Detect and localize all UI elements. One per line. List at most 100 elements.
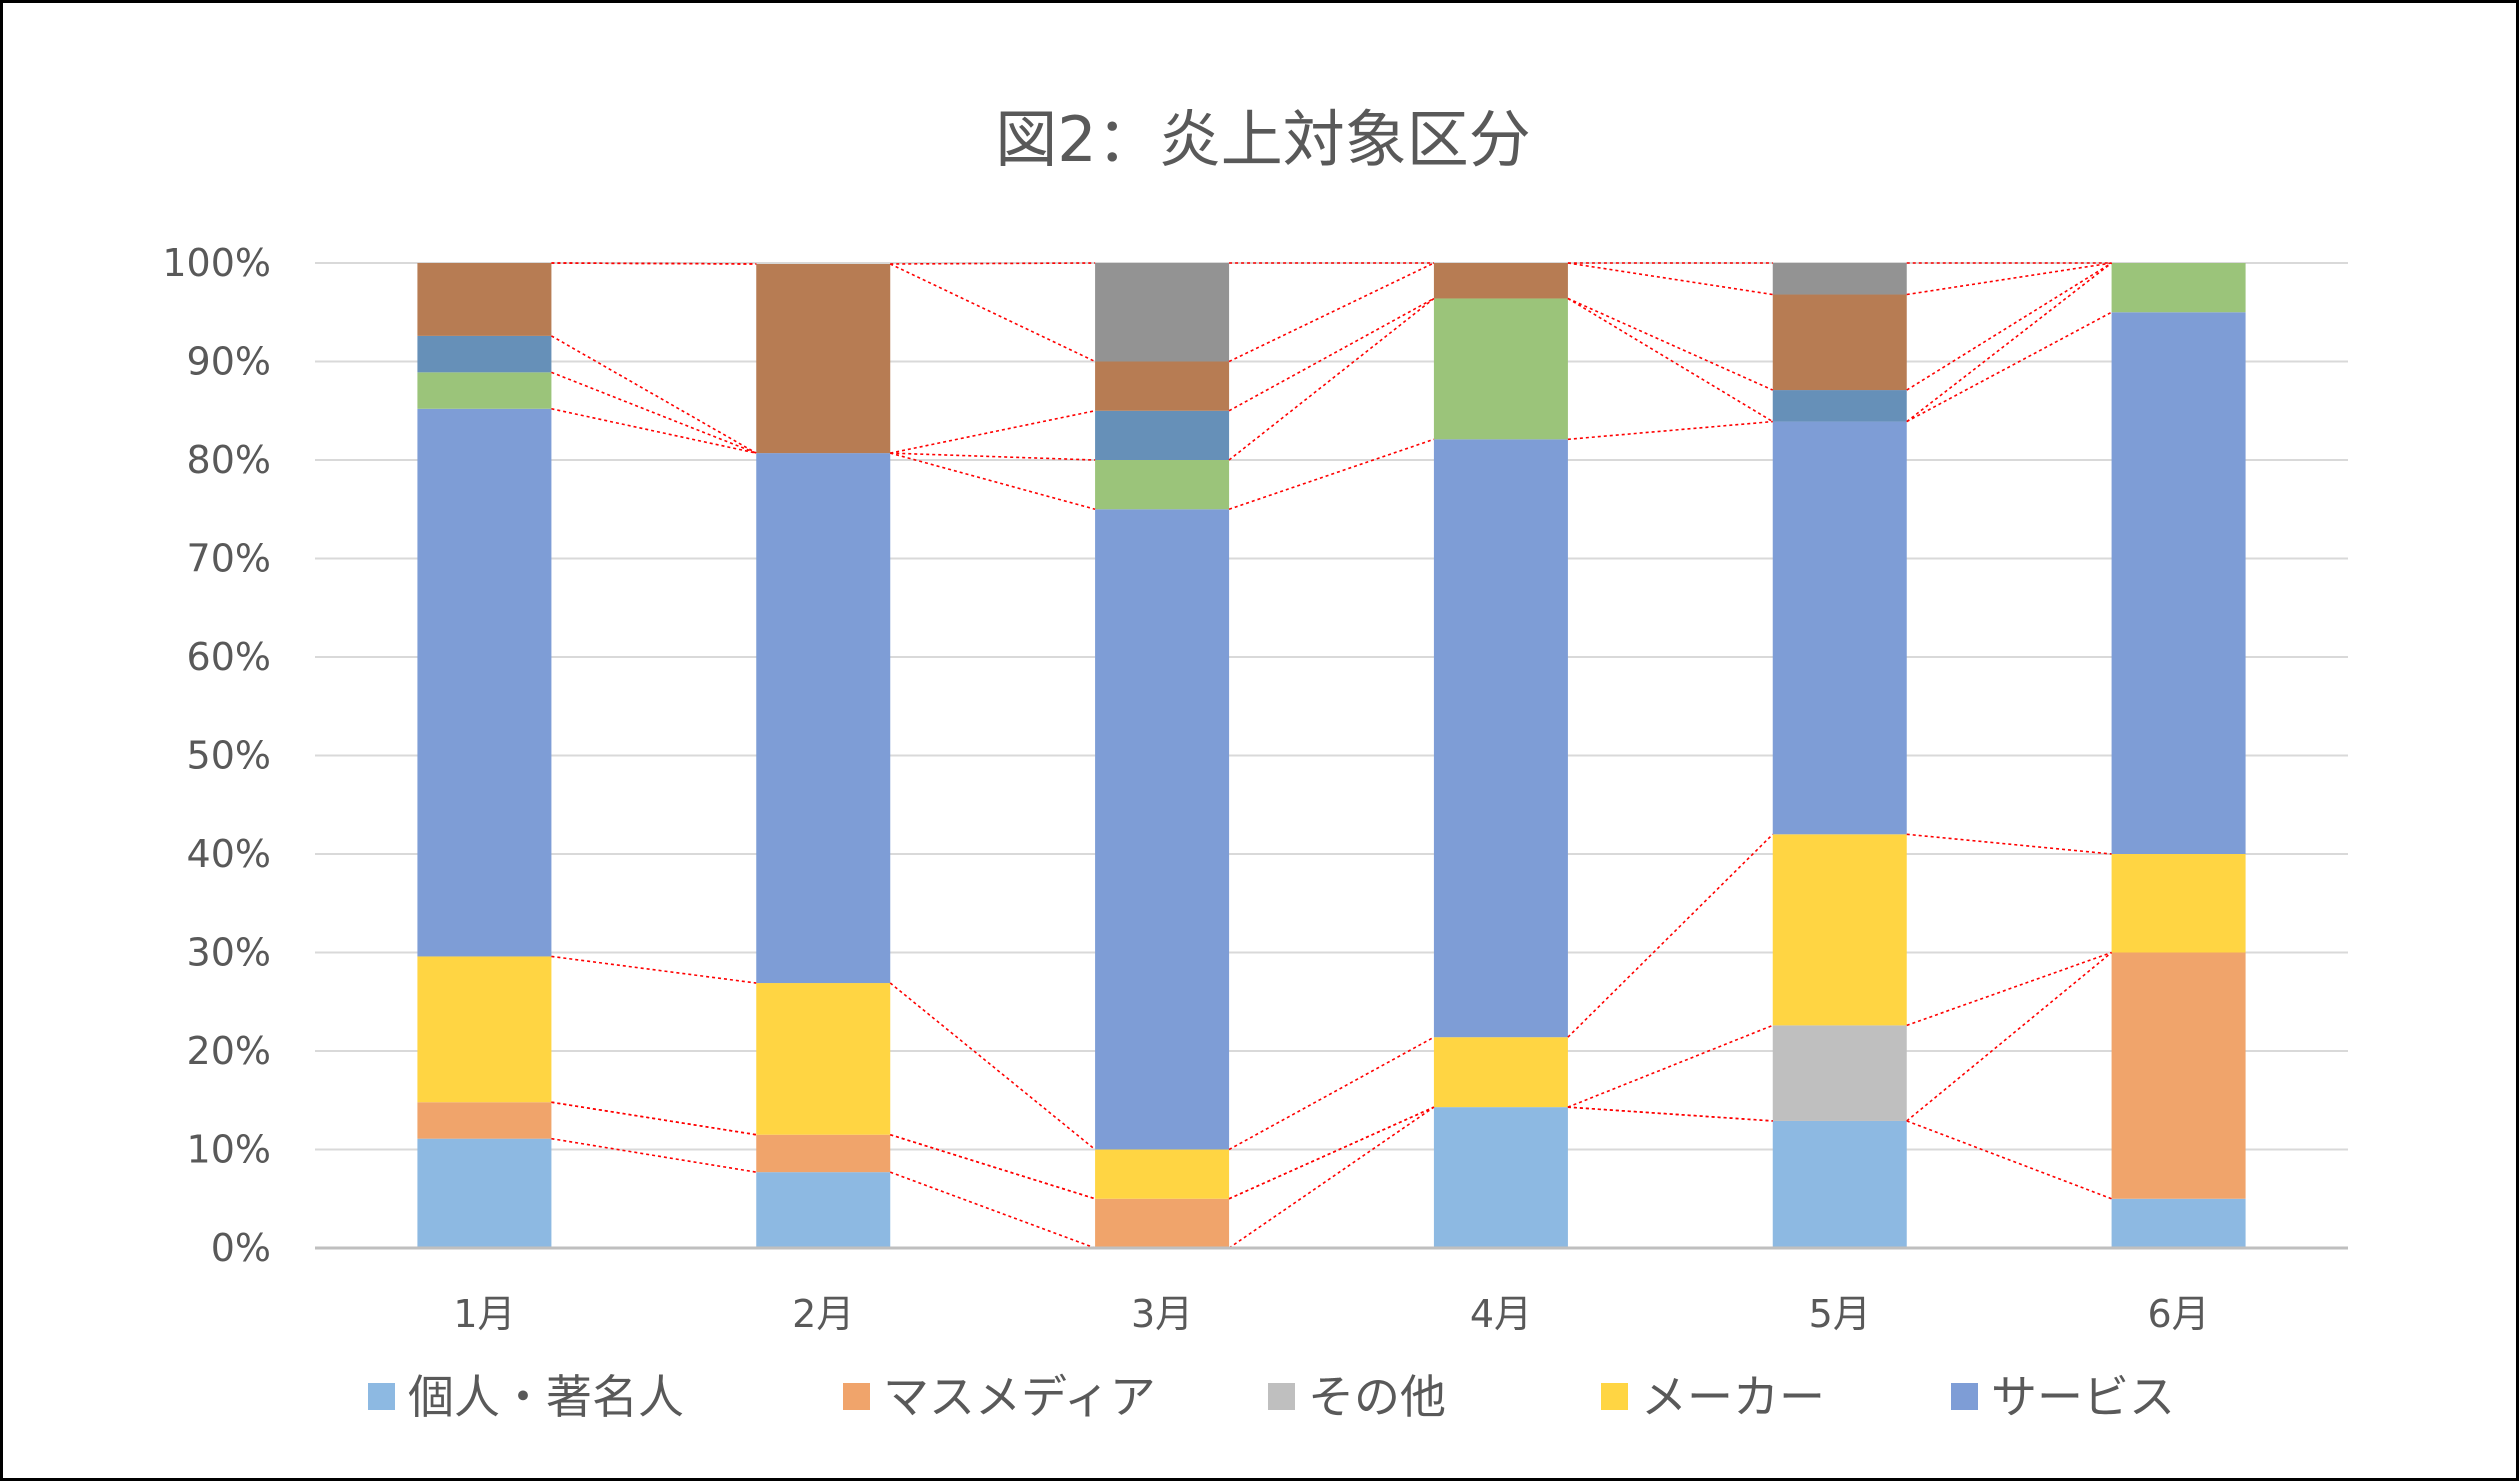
connector-line [551, 1137, 757, 1173]
connector-line [551, 407, 757, 454]
y-tick-label: 30% [187, 931, 271, 975]
chart-svg: 図2：炎上対象区分 0% 10% 20% 30% 40% 50% 60% 70% 80% 90% 1… [162, 103, 2348, 1424]
bar-segment [2111, 263, 2246, 313]
legend-item: その他 [1268, 1370, 1446, 1424]
chart-title: 図2：炎上対象区分 [995, 103, 1530, 176]
x-tick-label: 1月 [453, 1292, 515, 1336]
y-tick-label: 70% [187, 537, 271, 581]
x-tick-label: 2月 [792, 1292, 854, 1336]
bar-segment [417, 372, 552, 409]
bar-segment [1433, 1107, 1568, 1248]
bar-segment [1095, 460, 1230, 510]
bar-segment [756, 1134, 891, 1173]
bar-segment [1095, 1198, 1230, 1248]
connector-line [1906, 951, 2112, 1027]
y-tick-label: 40% [187, 832, 271, 876]
bar-segment [1772, 263, 1907, 295]
bar-segment [417, 408, 552, 957]
connector-line [1567, 833, 1774, 1038]
connector-line [551, 262, 757, 265]
x-axis-ticks: 1月 2月 3月 4月 5月 6月 [453, 1292, 2209, 1336]
connector-line [1228, 297, 1435, 412]
bar-segment [1772, 390, 1907, 422]
y-tick-label: 100% [162, 241, 271, 285]
x-tick-label: 5月 [1809, 1292, 1871, 1336]
connector-line [889, 263, 1096, 363]
connector-line [1567, 297, 1774, 391]
bar-segment [1772, 294, 1907, 391]
connector-line [1906, 833, 2112, 855]
bar-segment [417, 1102, 552, 1139]
connector-line [1906, 311, 2112, 423]
bar-stack [1095, 263, 1230, 1248]
bar-segment [1095, 1149, 1230, 1199]
y-tick-label: 60% [187, 635, 271, 679]
bar-stack [1433, 263, 1568, 1248]
connector-line [1228, 438, 1435, 511]
connector-line [1567, 297, 1774, 423]
y-tick-label: 10% [187, 1128, 271, 1172]
bar-segment [756, 263, 891, 454]
connector-line [890, 409, 1096, 454]
connector-line [1228, 297, 1435, 461]
legend-item: メーカー [1601, 1370, 1825, 1424]
connector-line [1906, 262, 2112, 296]
legend-swatch [1951, 1383, 1978, 1410]
legend-swatch [368, 1383, 395, 1410]
bar-segment [1772, 1120, 1907, 1248]
bar-segment [1433, 263, 1568, 299]
bar-segment [1772, 834, 1907, 1026]
bar-segment [1433, 298, 1568, 440]
bar-segment [1095, 361, 1230, 411]
connector-line [890, 452, 1096, 461]
bar-segment [2111, 854, 2246, 953]
bar-segment [1433, 439, 1568, 1038]
bar-stack [417, 263, 552, 1248]
connector-line [1906, 262, 2113, 423]
x-tick-label: 3月 [1131, 1292, 1193, 1336]
connector-line [551, 1101, 757, 1136]
connector-line [1567, 1106, 1773, 1122]
connector-line [889, 1171, 1096, 1249]
y-axis-ticks: 0% 10% 20% 30% 40% 50% 60% 70% 80% 90% 100% [162, 241, 271, 1270]
bar-segment [417, 956, 552, 1103]
connector-line [1906, 1120, 2112, 1200]
bar-segment [1095, 410, 1230, 460]
connector-line [1567, 262, 1773, 296]
connector-line [1567, 420, 1773, 441]
connector-line [890, 262, 1096, 265]
connector-line [551, 955, 757, 984]
bar-segment [756, 453, 891, 984]
connector-line [1567, 1024, 1774, 1108]
x-tick-label: 6月 [2147, 1292, 2209, 1336]
bar-segment [2111, 1198, 2246, 1248]
legend-label: サービス [1991, 1370, 2175, 1424]
connector-line [890, 452, 1096, 511]
bar-segment [1772, 1025, 1907, 1121]
connector-line [1906, 262, 2113, 391]
bar-segment [417, 1138, 552, 1248]
legend-item: 個人・著名人 [368, 1370, 684, 1424]
legend: 個人・著名人 マスメディア その他 メーカー サービス [368, 1370, 2175, 1424]
bars [417, 263, 2246, 1248]
y-tick-label: 80% [187, 438, 271, 482]
legend-swatch [843, 1383, 870, 1410]
connector-lines [551, 262, 2113, 1249]
connector-line [889, 982, 1096, 1151]
legend-swatch [1268, 1383, 1295, 1410]
connector-line [1228, 1106, 1435, 1200]
bar-segment [1095, 263, 1230, 362]
x-tick-label: 4月 [1470, 1292, 1532, 1336]
legend-item: マスメディア [843, 1370, 1156, 1424]
bar-segment [417, 335, 552, 373]
gridlines [315, 262, 2348, 1151]
legend-label: その他 [1308, 1370, 1446, 1424]
legend-label: メーカー [1641, 1370, 1825, 1424]
connector-line [551, 371, 757, 454]
connector-line [1906, 951, 2113, 1122]
legend-item: サービス [1951, 1370, 2175, 1424]
legend-label: 個人・著名人 [408, 1370, 684, 1424]
connector-line [1228, 1106, 1435, 1200]
connector-line [551, 335, 757, 454]
